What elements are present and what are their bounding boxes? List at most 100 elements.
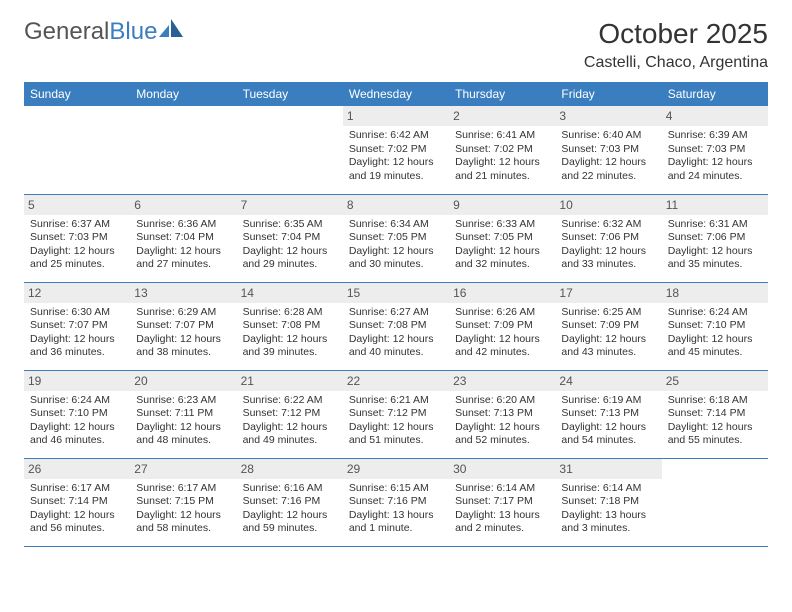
calendar-cell: 8Sunrise: 6:34 AMSunset: 7:05 PMDaylight… bbox=[343, 194, 449, 282]
daylight-text: Daylight: 12 hours and 45 minutes. bbox=[668, 333, 762, 360]
calendar-cell: 28Sunrise: 6:16 AMSunset: 7:16 PMDayligh… bbox=[237, 458, 343, 546]
day-number: 9 bbox=[449, 195, 555, 215]
weekday-header: Thursday bbox=[449, 82, 555, 106]
calendar-cell: 25Sunrise: 6:18 AMSunset: 7:14 PMDayligh… bbox=[662, 370, 768, 458]
sunset-text: Sunset: 7:09 PM bbox=[455, 319, 549, 333]
daylight-text: Daylight: 13 hours and 2 minutes. bbox=[455, 509, 549, 536]
empty-cell bbox=[237, 106, 343, 126]
sunset-text: Sunset: 7:02 PM bbox=[455, 143, 549, 157]
day-number: 15 bbox=[343, 283, 449, 303]
sunrise-text: Sunrise: 6:30 AM bbox=[30, 306, 124, 320]
daylight-text: Daylight: 12 hours and 48 minutes. bbox=[136, 421, 230, 448]
sunset-text: Sunset: 7:03 PM bbox=[668, 143, 762, 157]
daylight-text: Daylight: 12 hours and 32 minutes. bbox=[455, 245, 549, 272]
sunrise-text: Sunrise: 6:21 AM bbox=[349, 394, 443, 408]
sunrise-text: Sunrise: 6:14 AM bbox=[561, 482, 655, 496]
daylight-text: Daylight: 12 hours and 19 minutes. bbox=[349, 156, 443, 183]
daylight-text: Daylight: 12 hours and 46 minutes. bbox=[30, 421, 124, 448]
calendar-cell: 5Sunrise: 6:37 AMSunset: 7:03 PMDaylight… bbox=[24, 194, 130, 282]
calendar-cell: 18Sunrise: 6:24 AMSunset: 7:10 PMDayligh… bbox=[662, 282, 768, 370]
daylight-text: Daylight: 12 hours and 42 minutes. bbox=[455, 333, 549, 360]
calendar-cell: 6Sunrise: 6:36 AMSunset: 7:04 PMDaylight… bbox=[130, 194, 236, 282]
weekday-header: Monday bbox=[130, 82, 236, 106]
sunset-text: Sunset: 7:09 PM bbox=[561, 319, 655, 333]
calendar-cell: 22Sunrise: 6:21 AMSunset: 7:12 PMDayligh… bbox=[343, 370, 449, 458]
day-number: 23 bbox=[449, 371, 555, 391]
sunrise-text: Sunrise: 6:37 AM bbox=[30, 218, 124, 232]
sunrise-text: Sunrise: 6:40 AM bbox=[561, 129, 655, 143]
weekday-header-row: Sunday Monday Tuesday Wednesday Thursday… bbox=[24, 82, 768, 106]
day-number: 4 bbox=[662, 106, 768, 126]
day-number: 29 bbox=[343, 459, 449, 479]
sunrise-text: Sunrise: 6:32 AM bbox=[561, 218, 655, 232]
calendar-cell bbox=[24, 106, 130, 194]
sunrise-text: Sunrise: 6:19 AM bbox=[561, 394, 655, 408]
calendar-body: 1Sunrise: 6:42 AMSunset: 7:02 PMDaylight… bbox=[24, 106, 768, 546]
sunrise-text: Sunrise: 6:15 AM bbox=[349, 482, 443, 496]
daylight-text: Daylight: 12 hours and 30 minutes. bbox=[349, 245, 443, 272]
empty-cell bbox=[130, 106, 236, 126]
daylight-text: Daylight: 12 hours and 54 minutes. bbox=[561, 421, 655, 448]
sunset-text: Sunset: 7:06 PM bbox=[561, 231, 655, 245]
sunrise-text: Sunrise: 6:23 AM bbox=[136, 394, 230, 408]
calendar-cell: 31Sunrise: 6:14 AMSunset: 7:18 PMDayligh… bbox=[555, 458, 661, 546]
empty-cell bbox=[662, 459, 768, 479]
calendar-cell: 7 Sunrise: 6:35 AMSunset: 7:04 PMDaylight… bbox=[237, 194, 343, 282]
daylight-text: Daylight: 12 hours and 36 minutes. bbox=[30, 333, 124, 360]
calendar-cell bbox=[662, 458, 768, 546]
calendar-cell: 21Sunrise: 6:22 AMSunset: 7:12 PMDayligh… bbox=[237, 370, 343, 458]
sunset-text: Sunset: 7:14 PM bbox=[668, 407, 762, 421]
calendar-row: 1Sunrise: 6:42 AMSunset: 7:02 PMDaylight… bbox=[24, 106, 768, 194]
sunset-text: Sunset: 7:17 PM bbox=[455, 495, 549, 509]
calendar-cell: 26Sunrise: 6:17 AMSunset: 7:14 PMDayligh… bbox=[24, 458, 130, 546]
calendar-cell: 20Sunrise: 6:23 AMSunset: 7:11 PMDayligh… bbox=[130, 370, 236, 458]
brand-logo: GeneralBlue bbox=[24, 18, 185, 46]
logo-sail-icon bbox=[159, 18, 185, 46]
sunset-text: Sunset: 7:11 PM bbox=[136, 407, 230, 421]
day-number: 16 bbox=[449, 283, 555, 303]
sunset-text: Sunset: 7:18 PM bbox=[561, 495, 655, 509]
weekday-header: Sunday bbox=[24, 82, 130, 106]
brand-text-1: General bbox=[24, 18, 109, 46]
calendar-cell: 11Sunrise: 6:31 AMSunset: 7:06 PMDayligh… bbox=[662, 194, 768, 282]
daylight-text: Daylight: 12 hours and 51 minutes. bbox=[349, 421, 443, 448]
sunset-text: Sunset: 7:03 PM bbox=[561, 143, 655, 157]
day-number: 2 bbox=[449, 106, 555, 126]
daylight-text: Daylight: 12 hours and 29 minutes. bbox=[243, 245, 337, 272]
sunset-text: Sunset: 7:07 PM bbox=[136, 319, 230, 333]
sunset-text: Sunset: 7:12 PM bbox=[243, 407, 337, 421]
daylight-text: Daylight: 12 hours and 25 minutes. bbox=[30, 245, 124, 272]
sunset-text: Sunset: 7:04 PM bbox=[243, 231, 337, 245]
calendar-cell: 24Sunrise: 6:19 AMSunset: 7:13 PMDayligh… bbox=[555, 370, 661, 458]
daylight-text: Daylight: 12 hours and 58 minutes. bbox=[136, 509, 230, 536]
sunset-text: Sunset: 7:02 PM bbox=[349, 143, 443, 157]
sunset-text: Sunset: 7:16 PM bbox=[349, 495, 443, 509]
location-text: Castelli, Chaco, Argentina bbox=[584, 54, 768, 72]
sunset-text: Sunset: 7:06 PM bbox=[668, 231, 762, 245]
calendar-cell: 10Sunrise: 6:32 AMSunset: 7:06 PMDayligh… bbox=[555, 194, 661, 282]
day-number: 8 bbox=[343, 195, 449, 215]
calendar-cell: 14Sunrise: 6:28 AMSunset: 7:08 PMDayligh… bbox=[237, 282, 343, 370]
day-number: 19 bbox=[24, 371, 130, 391]
calendar-row: 5Sunrise: 6:37 AMSunset: 7:03 PMDaylight… bbox=[24, 194, 768, 282]
title-block: October 2025 Castelli, Chaco, Argentina bbox=[584, 18, 768, 72]
daylight-text: Daylight: 12 hours and 22 minutes. bbox=[561, 156, 655, 183]
sunset-text: Sunset: 7:10 PM bbox=[30, 407, 124, 421]
sunrise-text: Sunrise: 6:42 AM bbox=[349, 129, 443, 143]
day-number: 31 bbox=[555, 459, 661, 479]
calendar-table: Sunday Monday Tuesday Wednesday Thursday… bbox=[24, 82, 768, 547]
daylight-text: Daylight: 12 hours and 49 minutes. bbox=[243, 421, 337, 448]
sunrise-text: Sunrise: 6:28 AM bbox=[243, 306, 337, 320]
daylight-text: Daylight: 12 hours and 43 minutes. bbox=[561, 333, 655, 360]
calendar-cell: 12Sunrise: 6:30 AMSunset: 7:07 PMDayligh… bbox=[24, 282, 130, 370]
sunrise-text: Sunrise: 6:39 AM bbox=[668, 129, 762, 143]
day-number: 11 bbox=[662, 195, 768, 215]
sunrise-text: Sunrise: 6:35 AM bbox=[243, 218, 337, 232]
day-number: 7 bbox=[237, 195, 343, 215]
sunset-text: Sunset: 7:08 PM bbox=[243, 319, 337, 333]
calendar-cell: 9Sunrise: 6:33 AMSunset: 7:05 PMDaylight… bbox=[449, 194, 555, 282]
calendar-row: 26Sunrise: 6:17 AMSunset: 7:14 PMDayligh… bbox=[24, 458, 768, 546]
sunrise-text: Sunrise: 6:16 AM bbox=[243, 482, 337, 496]
calendar-cell: 16Sunrise: 6:26 AMSunset: 7:09 PMDayligh… bbox=[449, 282, 555, 370]
day-number: 22 bbox=[343, 371, 449, 391]
